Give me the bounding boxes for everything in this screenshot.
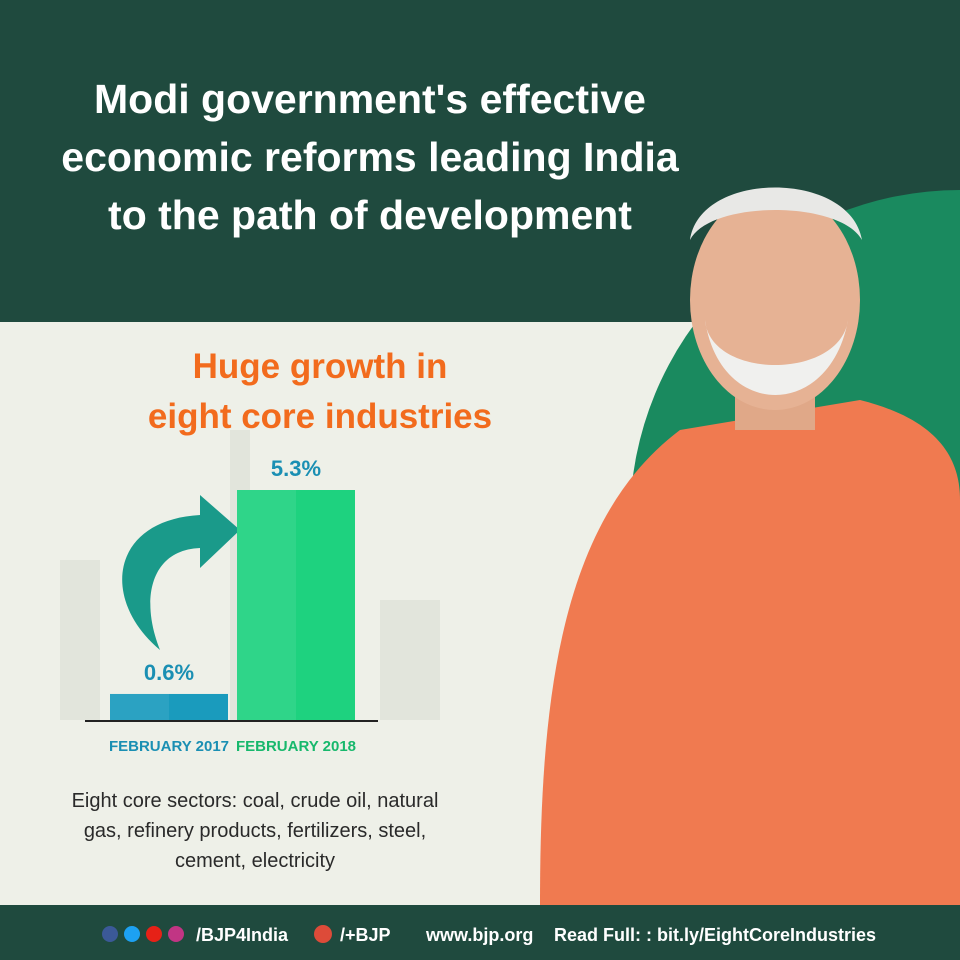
note: Eight core sectors: coal, crude oil, nat… [71, 790, 439, 872]
header-title-line: to the path of development [108, 192, 632, 238]
bar-shade [110, 693, 169, 720]
website: www.bjp.org [426, 925, 534, 945]
bars: 0.6% FEBRUARY 2017 5.3% FEBRUARY 2018 [109, 456, 356, 755]
bar [110, 693, 228, 720]
value-label: 0.6% [144, 660, 194, 685]
bar [237, 490, 355, 720]
header-title: Modi government's effective economic refo… [20, 70, 720, 244]
person-illustration [540, 187, 960, 905]
social-handle: /BJP4India [196, 925, 289, 945]
read-full-link: Read Full: : bit.ly/EightCoreIndustries [554, 925, 877, 945]
bar-shade [237, 490, 296, 720]
social-icons [102, 925, 332, 943]
arrow [122, 495, 240, 650]
gplus-handle: /+BJP [340, 925, 391, 945]
header-title-line: economic reforms leading India [61, 134, 679, 180]
chart-title: Huge growth in eight core industries [80, 342, 560, 442]
chart-title-line: Huge growth in [192, 347, 448, 386]
header-title-line: Modi government's effective [94, 76, 646, 122]
category-label: FEBRUARY 2018 [236, 738, 356, 755]
category-label: FEBRUARY 2017 [109, 738, 229, 755]
value-label: 5.3% [271, 456, 321, 481]
chart-title-line: eight core industries [147, 397, 493, 436]
footer: /BJP4India /+BJP www.bjp.org Read Full: … [0, 905, 960, 960]
